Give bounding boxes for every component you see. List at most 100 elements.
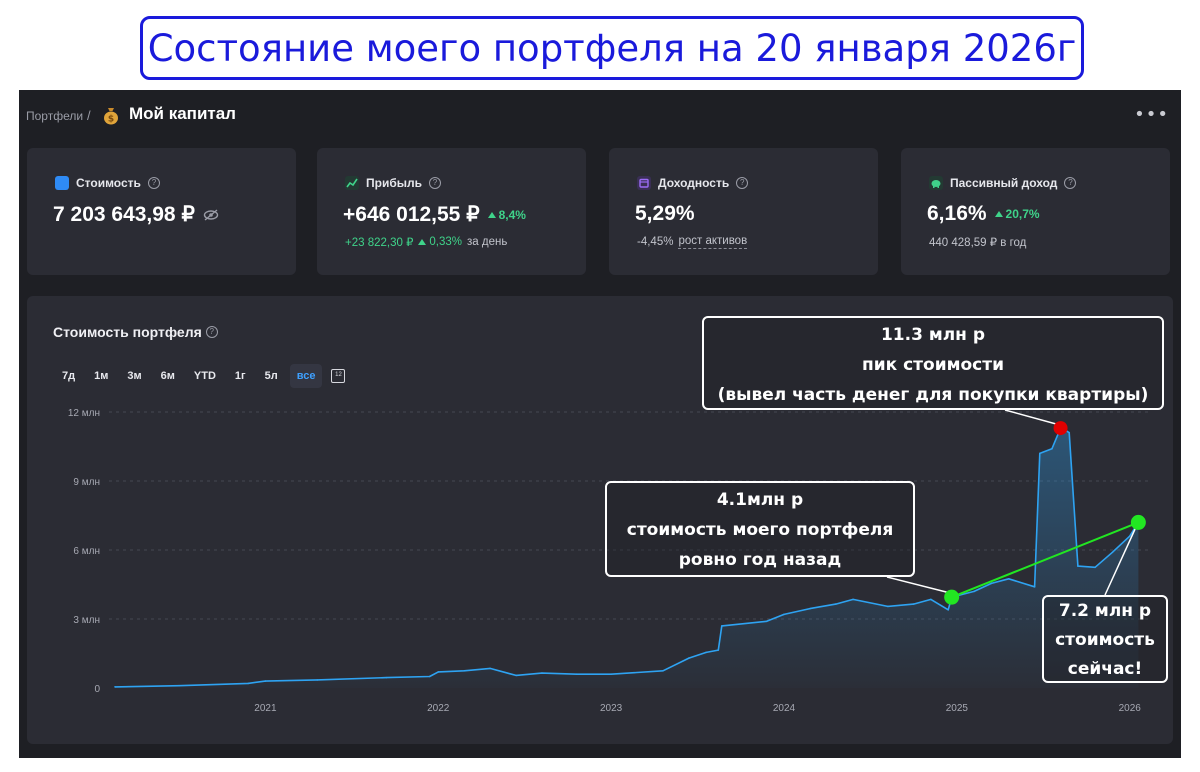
arrow-up-icon (487, 211, 496, 218)
data-point (852, 598, 854, 601)
page-title: Мой капитал (129, 104, 236, 123)
x-tick-label: 2021 (254, 703, 277, 714)
profit-card: Прибыль ? +646 012,55 ₽ 8,4% +23 822,30 … (317, 148, 586, 275)
eye-hidden-icon[interactable] (203, 208, 219, 221)
data-point (247, 682, 249, 685)
profit-day-suffix: за день (467, 236, 508, 248)
data-point (1033, 586, 1036, 588)
range-all[interactable]: все (289, 364, 323, 388)
profit-card-amount: +646 012,55 ₽ (343, 203, 480, 226)
arrow-up-icon (994, 211, 1003, 217)
more-options-button[interactable]: ••• (1134, 104, 1169, 125)
year-ago-callout-line-2: стоимость моего портфеля (626, 520, 894, 540)
profit-delta-value: 8,4% (498, 207, 526, 222)
data-point (1068, 431, 1071, 434)
peak-callout-line-1: 11.3 млн р (880, 325, 986, 345)
portfolio-chart-panel: Стоимость портфеля ? 7д 1м 3м 6м YTD 1г … (27, 296, 1173, 744)
data-point (178, 684, 180, 687)
y-tick-label: 9 млн (73, 477, 100, 488)
data-point (1007, 577, 1010, 580)
data-point (783, 613, 785, 616)
data-point (428, 675, 431, 678)
wallet-icon (55, 176, 69, 190)
profit-day-delta-value: 0,33% (429, 236, 462, 248)
yield-card-label: Доходность (658, 176, 730, 190)
profit-day-amount: +23 822,30 ₽ (345, 237, 414, 249)
passive-delta: 20,7% (994, 207, 1040, 221)
now-marker (1130, 514, 1146, 530)
now-callout-line-1: 7.2 млн р (1058, 601, 1152, 621)
profit-day-delta: 0,33% (418, 236, 462, 248)
data-point (765, 620, 768, 623)
y-tick-label: 0 (94, 684, 100, 695)
data-point (1077, 565, 1079, 567)
data-point (947, 609, 950, 611)
data-point (720, 625, 723, 627)
data-point (835, 603, 837, 605)
asset-growth-link[interactable]: рост активов (678, 235, 748, 249)
help-icon[interactable]: ? (147, 177, 160, 189)
peak-callout-line-3: (вывел часть денег для покупки квартиры) (717, 385, 1149, 405)
year-ago-callout-line-3: ровно год назад (678, 550, 842, 570)
value-card-label: Стоимость (76, 176, 141, 190)
data-point (437, 671, 440, 673)
range-ytd[interactable]: YTD (193, 370, 216, 382)
range-5y[interactable]: 5л (264, 370, 278, 382)
peak-pointer (1004, 409, 1057, 425)
peak-marker (1053, 421, 1068, 436)
data-point (1094, 566, 1096, 569)
year-ago-callout-line-1: 4.1млн р (716, 490, 804, 510)
range-selector: 7д 1м 3м 6м YTD 1г 5л все 12 (55, 364, 346, 388)
passive-delta-value: 20,7% (1005, 207, 1040, 221)
chart-up-icon (345, 176, 359, 190)
data-point (886, 605, 889, 608)
calendar-picker-icon[interactable]: 12 (331, 369, 346, 383)
arrow-up-icon (418, 239, 427, 245)
range-3m[interactable]: 3м (127, 370, 142, 382)
help-icon[interactable]: ? (1064, 177, 1077, 189)
app-window: Портфели / $ Мой капитал ••• Стоимость ?… (19, 90, 1181, 758)
range-7d[interactable]: 7д (62, 370, 76, 382)
chart-title: Стоимость портфеля (53, 324, 202, 340)
data-point (662, 669, 664, 672)
help-icon[interactable]: ? (205, 326, 218, 338)
data-point (515, 674, 517, 677)
now-callout: 7.2 млн р стоимость сейчас! (1042, 595, 1168, 683)
data-point (385, 676, 388, 679)
help-icon[interactable]: ? (736, 177, 749, 189)
data-point (705, 651, 707, 654)
data-point (973, 590, 975, 593)
help-icon[interactable]: ? (429, 177, 441, 189)
data-point (1051, 448, 1053, 450)
range-6m[interactable]: 6м (160, 370, 175, 382)
banner-title: Состояние моего портфеля на 20 января 20… (140, 16, 1084, 80)
portfolio-line-chart: 0 3 млн 6 млн 9 млн 12 млн 2021 2022 2023 2024 20… (68, 408, 1151, 714)
range-1m[interactable]: 1м (94, 370, 109, 382)
data-point (809, 607, 811, 610)
now-callout-line-2: стоимость (1055, 630, 1155, 650)
y-tick-label: 3 млн (73, 615, 100, 626)
range-1y[interactable]: 1г (234, 370, 246, 382)
yield-sub-value: -4,45% (637, 236, 674, 248)
yield-card-amount: 5,29% (635, 202, 695, 225)
svg-text:$: $ (108, 115, 114, 125)
data-point (1128, 535, 1131, 537)
data-point (1111, 551, 1114, 554)
data-point (610, 673, 612, 675)
series-area (115, 428, 1139, 688)
breadcrumb-portfolios[interactable]: Портфели (26, 109, 84, 123)
data-point (463, 669, 465, 672)
x-tick-label: 2026 (1119, 703, 1142, 714)
year-ago-pointer (886, 576, 947, 593)
breadcrumb-separator: / (87, 108, 91, 123)
value-card-amount: 7 203 643,98 ₽ (53, 203, 195, 226)
data-point (264, 680, 267, 682)
passive-card-label: Пассивный доход (950, 176, 1058, 190)
year-ago-callout: 4.1млн р стоимость моего портфеля ровно … (605, 481, 915, 577)
money-bag-icon: $ (104, 108, 118, 125)
now-callout-line-3: сейчас! (1067, 659, 1143, 679)
y-tick-label: 6 млн (73, 546, 100, 557)
data-point (575, 673, 578, 675)
data-point (316, 679, 319, 681)
now-pointer (1104, 528, 1137, 596)
